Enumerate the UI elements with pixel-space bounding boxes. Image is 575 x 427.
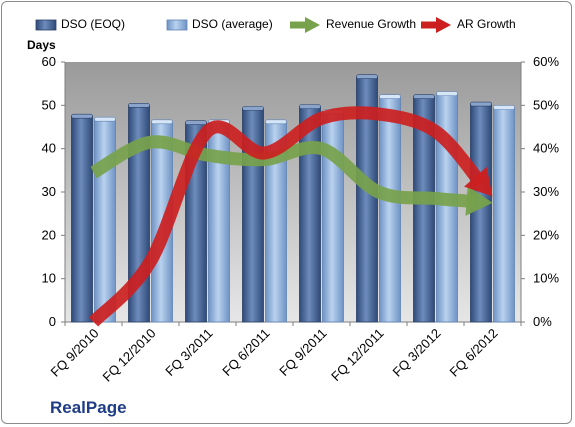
bar-cap-dso-eoq-5	[299, 104, 321, 109]
y-tick-label: 10	[42, 271, 56, 286]
bar-cap-dso-eoq-1	[71, 113, 93, 119]
y-axis-title: Days	[27, 38, 56, 52]
bar-dso-average-8	[493, 107, 515, 323]
x-tick-label: FQ 6/2011	[219, 326, 272, 379]
bar-cap-dso-average-7	[436, 91, 458, 96]
y2-tick-label: 10%	[533, 271, 559, 286]
bar-cap-dso-eoq-3	[185, 120, 207, 125]
brand-label: RealPage	[50, 398, 127, 417]
y-tick-label: 50	[42, 97, 56, 112]
legend-item-revenue-growth: Revenue Growth	[326, 17, 417, 31]
line-ar-growth	[88, 106, 486, 327]
x-tick-label: FQ 6/2012	[447, 326, 501, 380]
bar-dso-eoq-1	[71, 115, 93, 323]
bar-cap-dso-average-2	[151, 119, 173, 125]
y-tick-label: 20	[42, 227, 56, 242]
bar-cap-dso-eoq-4	[242, 106, 264, 111]
line-revenue-growth	[90, 135, 475, 208]
arrowhead-revenue-growth	[465, 185, 493, 216]
x-tick-label: FQ 9/2010	[48, 326, 102, 380]
bar-cap-dso-eoq-8	[470, 101, 492, 107]
y2-tick-label: 60%	[533, 54, 559, 69]
y-tick-label: 60	[42, 54, 56, 69]
legend-arrow-ar-growth	[436, 17, 451, 33]
y-tick-label: 30	[42, 184, 56, 199]
x-tick-label: FQ 9/2011	[276, 326, 329, 379]
bar-cap-dso-average-8	[493, 105, 515, 110]
x-tick-label: FQ 3/2011	[162, 326, 215, 379]
legend-item-dso-eoq: DSO (EOQ)	[61, 17, 126, 31]
legend-marker-dso-average	[166, 19, 188, 31]
x-tick-label: FQ 12/2011	[328, 326, 386, 384]
y-tick-label: 40	[42, 141, 56, 156]
bar-cap-dso-eoq-7	[413, 94, 435, 99]
bar-dso-average-6	[379, 96, 401, 323]
bar-cap-dso-average-4	[265, 119, 287, 125]
legend-item-ar-growth: AR Growth	[457, 17, 516, 31]
bar-dso-eoq-5	[299, 106, 321, 323]
bar-cap-dso-average-1	[94, 116, 116, 122]
legend-item-dso-average: DSO (average)	[192, 17, 273, 31]
y2-tick-label: 20%	[533, 227, 559, 242]
bar-cap-dso-average-6	[379, 94, 401, 99]
bar-cap-dso-eoq-6	[356, 74, 378, 80]
y-tick-label: 0	[49, 314, 56, 329]
bar-dso-average-1	[94, 118, 116, 323]
bar-dso-eoq-8	[470, 103, 492, 323]
y2-tick-label: 0%	[533, 314, 552, 329]
x-tick-label: FQ 3/2012	[390, 326, 444, 380]
legend-marker-dso-eoq	[35, 19, 57, 31]
y2-tick-label: 40%	[533, 141, 559, 156]
bar-cap-dso-eoq-2	[128, 103, 150, 108]
arrowhead-ar-growth	[464, 166, 493, 197]
legend-arrow-revenue-growth	[305, 17, 320, 33]
y2-tick-label: 30%	[533, 184, 559, 199]
x-tick-label: FQ 12/2010	[99, 326, 158, 385]
y2-tick-label: 50%	[533, 97, 559, 112]
